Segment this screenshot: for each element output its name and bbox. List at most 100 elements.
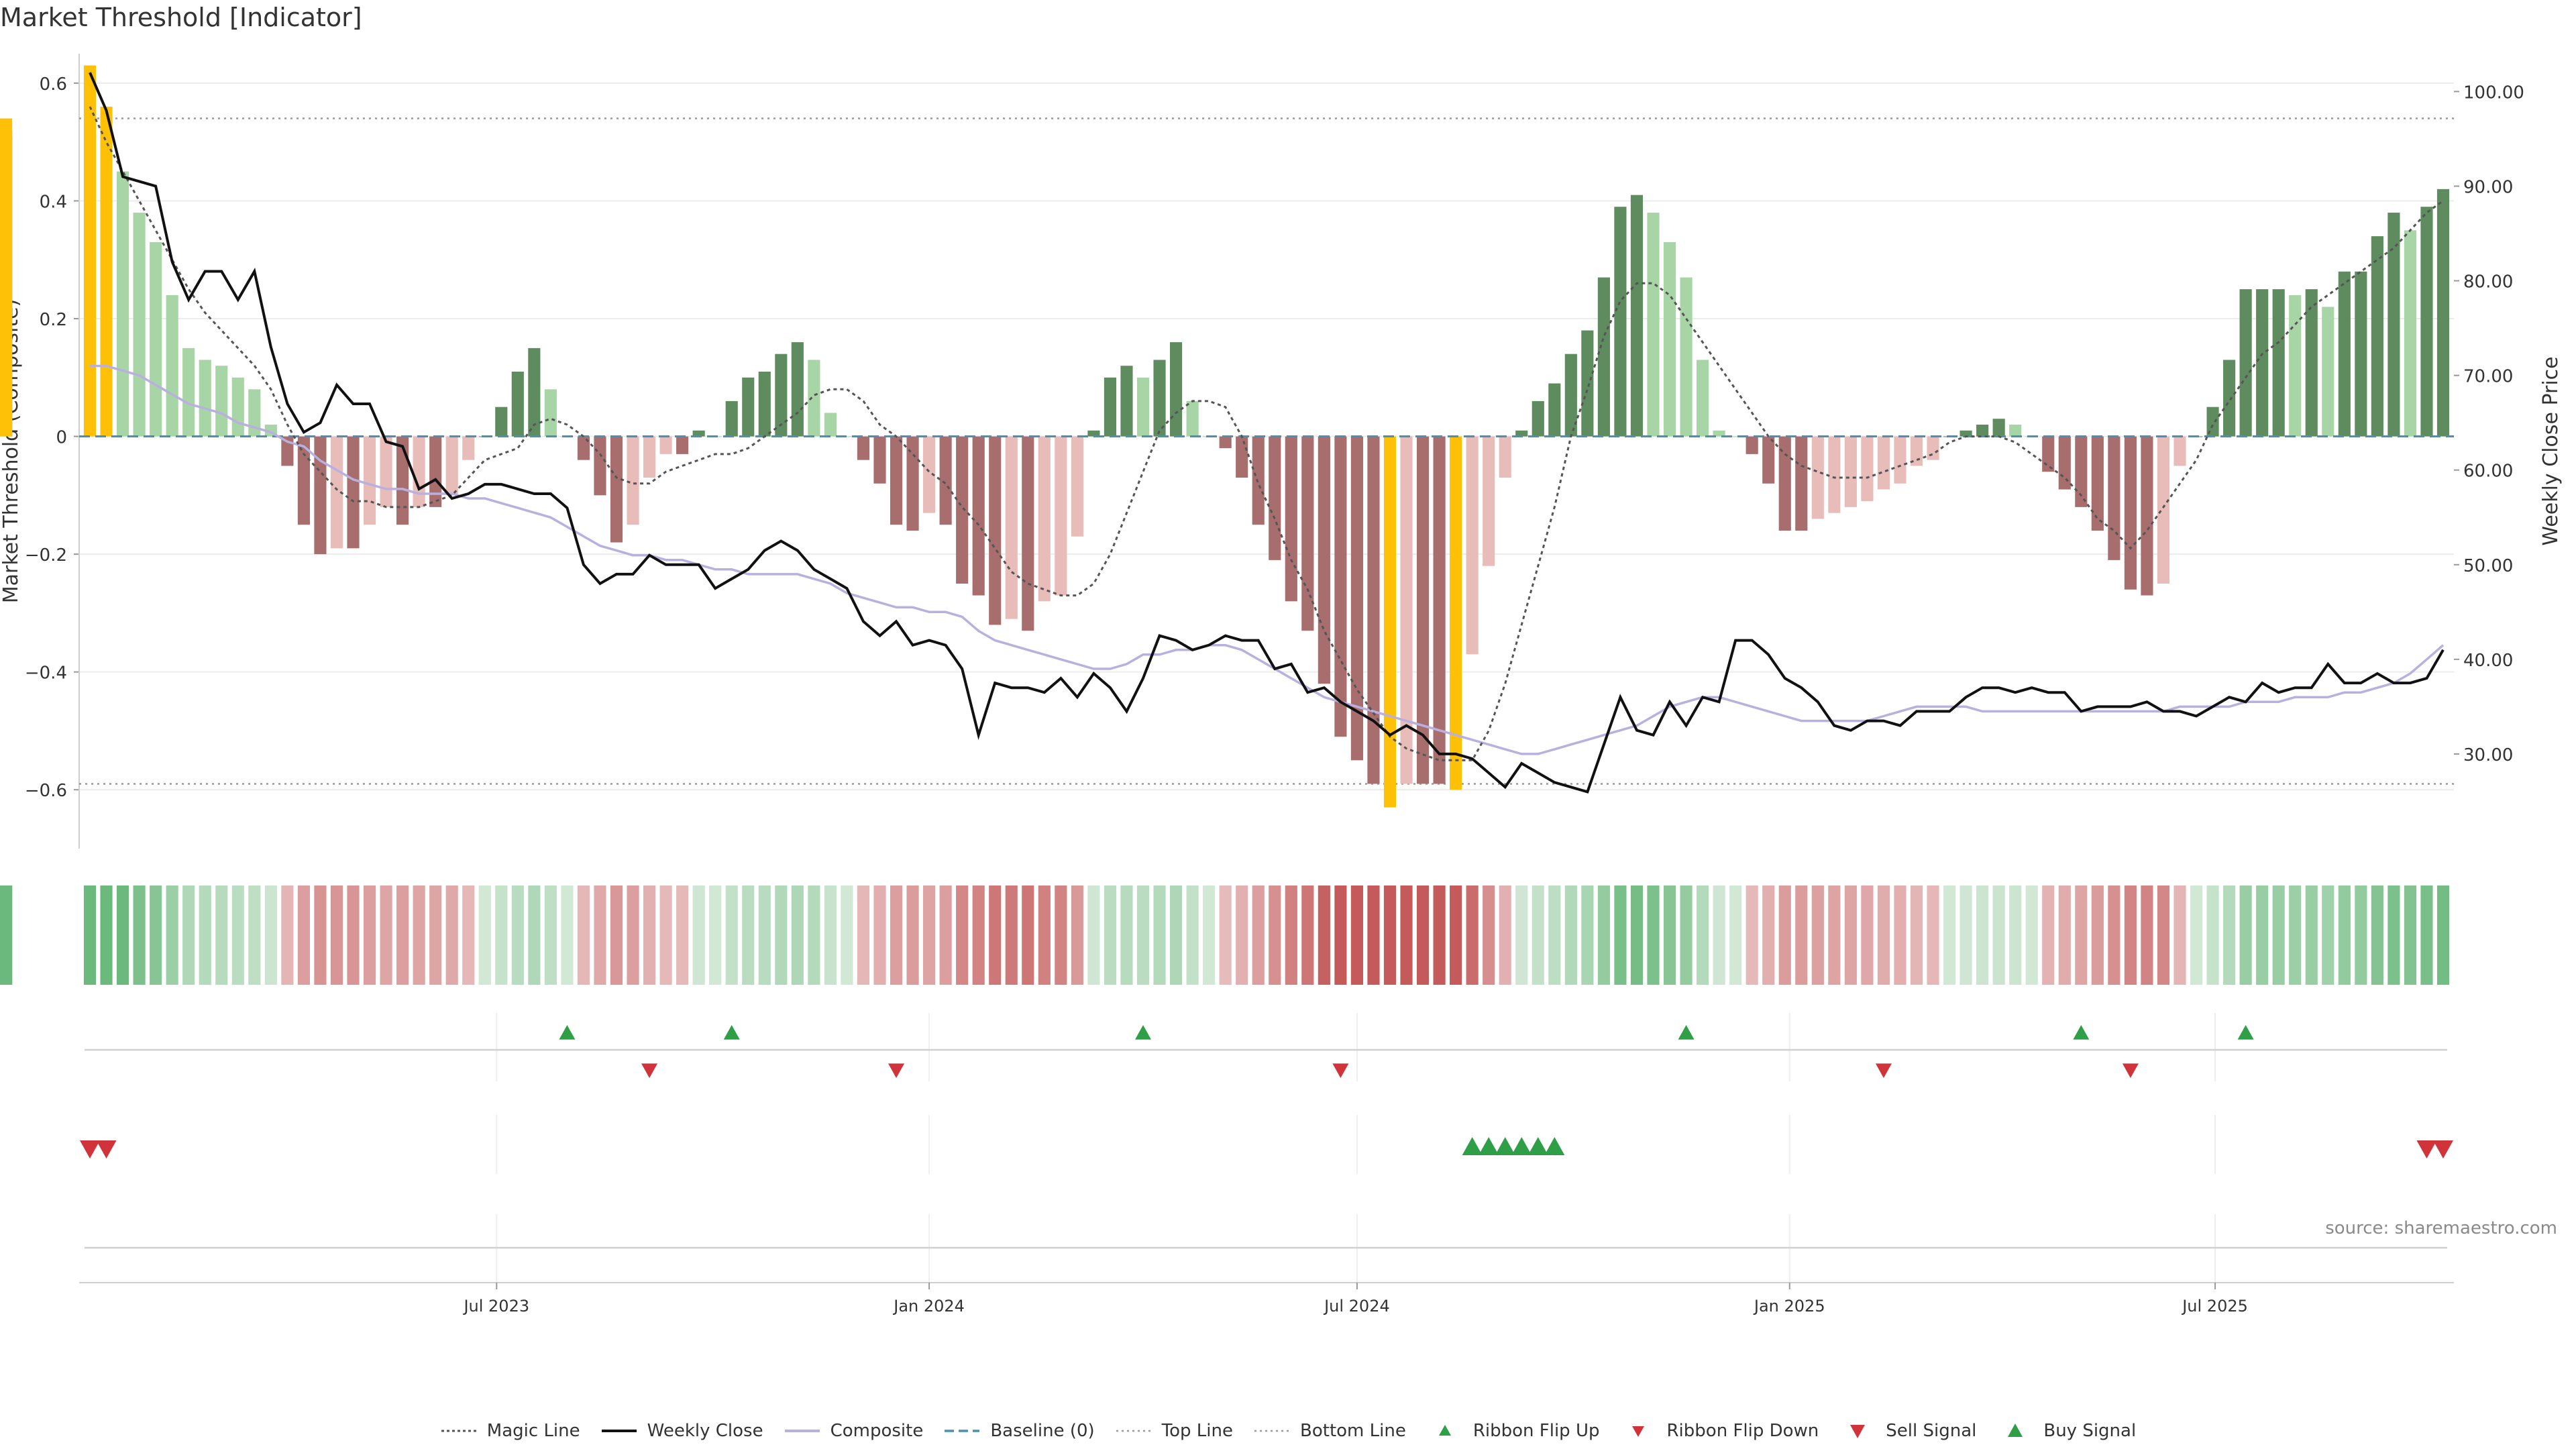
bar xyxy=(1136,377,1150,437)
ribbon-cell xyxy=(1828,885,1841,985)
ribbon-cell xyxy=(775,885,788,985)
bar xyxy=(956,436,969,584)
bar xyxy=(2239,289,2252,437)
buy-signal-marker xyxy=(1527,1137,1548,1155)
bar xyxy=(2174,436,2186,466)
ribbon-cell xyxy=(1252,885,1265,985)
legend-label: Sell Signal xyxy=(1886,1421,1977,1441)
bar xyxy=(989,436,1002,625)
bar xyxy=(2371,236,2383,437)
ribbon-cell xyxy=(1515,885,1528,985)
legend-label: Magic Line xyxy=(486,1421,580,1441)
ribbon-cell xyxy=(873,885,886,985)
y-tick-label: 0.6 xyxy=(40,74,67,95)
bar xyxy=(429,436,442,507)
legend-label: Buy Signal xyxy=(2043,1421,2137,1441)
bar xyxy=(1038,436,1051,602)
ribbon-cell xyxy=(1532,885,1544,985)
bar xyxy=(231,377,244,437)
x-tick-label: Jul 2025 xyxy=(2181,1297,2248,1316)
ribbon-cell xyxy=(1483,885,1495,985)
y2-axis-label: Weekly Close Price xyxy=(2539,356,2563,545)
ribbon-cell xyxy=(495,885,508,985)
ribbon-cell xyxy=(1729,885,1742,985)
ribbon-cell xyxy=(643,885,656,985)
ribbon-cell xyxy=(511,885,524,985)
sell-signal-marker xyxy=(2416,1140,2437,1159)
ribbon-cell xyxy=(906,885,919,985)
buy-signal-marker xyxy=(1495,1137,1515,1155)
bar xyxy=(133,213,146,437)
bar xyxy=(297,436,310,525)
chart-legend: Magic Line Weekly Close Composite Baseline … xyxy=(0,1421,2576,1441)
bar xyxy=(330,436,343,549)
bar xyxy=(1087,430,1100,437)
ribbon-cell xyxy=(2190,885,2203,985)
ribbon-cell xyxy=(1976,885,1989,985)
legend-item: Buy Signal xyxy=(1996,1421,2136,1441)
ribbon-flip-down-marker xyxy=(641,1063,658,1078)
legend-label: Baseline (0) xyxy=(990,1421,1095,1441)
ribbon-flip-up-marker xyxy=(723,1025,740,1040)
y2-tick-label: 100.00 xyxy=(2463,83,2524,103)
ribbon-cell xyxy=(297,885,310,985)
y2-tick-label: 80.00 xyxy=(2463,272,2513,292)
bar xyxy=(2355,271,2367,437)
bar xyxy=(528,347,541,437)
ribbon-cell xyxy=(1153,885,1166,985)
ribbon-cell xyxy=(1071,885,1083,985)
bar xyxy=(1992,419,2005,437)
ribbon-cell xyxy=(610,885,623,985)
ribbon-cell xyxy=(1795,885,1808,985)
bar xyxy=(676,436,689,454)
bar xyxy=(2420,207,2433,437)
bar xyxy=(758,372,771,437)
bar xyxy=(890,436,903,525)
ribbon-cell xyxy=(1960,885,1972,985)
ribbon-cell xyxy=(1778,885,1791,985)
bar xyxy=(314,436,327,555)
ribbon-flip-down-marker xyxy=(1332,1063,1349,1078)
bar xyxy=(2058,436,2071,490)
bar xyxy=(1960,430,1972,437)
x-tick-label: Jul 2023 xyxy=(462,1297,529,1316)
ribbon-cell xyxy=(1383,885,1397,985)
ribbon-cell xyxy=(2420,885,2433,985)
ribbon-cell xyxy=(2058,885,2071,985)
bar xyxy=(150,241,162,437)
legend-swatch xyxy=(1438,1425,1451,1436)
bar xyxy=(199,360,211,437)
ribbon-cell xyxy=(1269,885,1281,985)
bar xyxy=(1877,436,1890,490)
bar xyxy=(972,436,985,596)
ribbon-flip-up-marker xyxy=(2237,1025,2254,1040)
ribbon-cell xyxy=(841,885,853,985)
ribbon-cell xyxy=(116,885,129,985)
ribbon-cell xyxy=(1581,885,1594,985)
ribbon-cell xyxy=(1236,885,1248,985)
chart-title: Market Threshold [Indicator] xyxy=(0,3,362,32)
sell-signal-marker xyxy=(2433,1140,2453,1159)
bar xyxy=(1581,330,1594,437)
ribbon-cell xyxy=(2124,885,2137,985)
ribbon-cell xyxy=(1894,885,1907,985)
bar xyxy=(1630,195,1644,437)
ribbon-cell xyxy=(2272,885,2285,985)
buy-signal-marker xyxy=(1479,1137,1499,1155)
y2-tick-label: 30.00 xyxy=(2463,745,2513,765)
bar xyxy=(923,436,936,513)
ribbon-cell xyxy=(2305,885,2318,985)
bar xyxy=(577,436,590,460)
bar xyxy=(1466,436,1479,655)
legend-label: Top Line xyxy=(1161,1421,1233,1441)
bar xyxy=(1861,436,1874,502)
legend-swatch xyxy=(1254,1430,1289,1432)
ribbon-cell xyxy=(1697,885,1709,985)
ribbon-cell xyxy=(939,885,952,985)
ribbon-cell xyxy=(1203,885,1216,985)
ribbon-cell xyxy=(1614,885,1627,985)
bar xyxy=(1219,436,1232,449)
bar xyxy=(100,107,113,437)
bar xyxy=(1269,436,1281,560)
legend-item: Ribbon Flip Down xyxy=(1619,1421,1819,1441)
